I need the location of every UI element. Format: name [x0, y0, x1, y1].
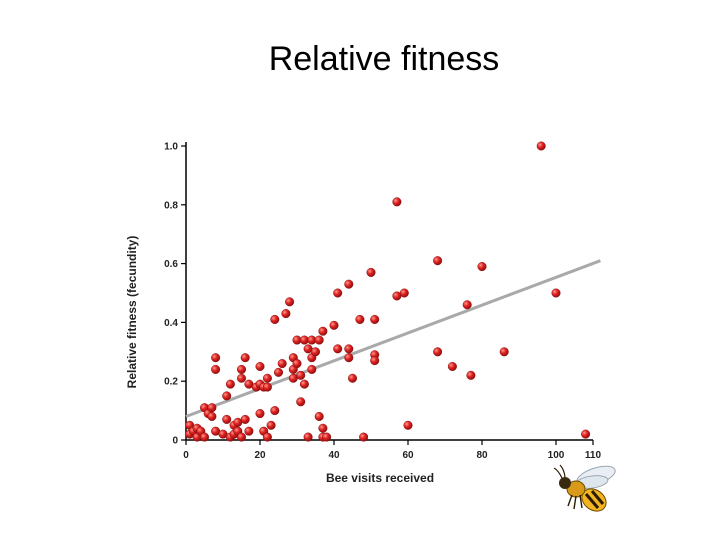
data-point: [255, 362, 265, 372]
data-point: [262, 382, 272, 392]
data-points: [185, 141, 591, 442]
data-point: [477, 262, 487, 272]
x-tick-label: 110: [585, 450, 602, 461]
data-point: [255, 409, 265, 419]
data-point: [296, 370, 306, 380]
y-tick-label: 0.4: [164, 318, 178, 329]
x-tick-label: 0: [183, 450, 189, 461]
data-point: [499, 347, 509, 357]
data-point: [536, 141, 546, 151]
y-tick-label: 0.8: [164, 200, 178, 211]
data-point: [466, 370, 476, 380]
y-tick-label: 0.6: [164, 259, 178, 270]
data-point: [344, 344, 354, 354]
data-point: [403, 420, 413, 430]
data-point: [359, 432, 369, 442]
data-point: [348, 373, 358, 383]
data-point: [240, 414, 250, 424]
data-point: [366, 267, 376, 277]
x-axis-label: Bee visits received: [326, 471, 434, 485]
data-point: [581, 429, 591, 439]
data-point: [355, 314, 365, 324]
data-point: [399, 288, 409, 298]
y-tick-label: 0: [172, 436, 178, 447]
data-point: [266, 420, 276, 430]
data-point: [236, 432, 246, 442]
data-point: [307, 364, 317, 374]
data-point: [303, 432, 313, 442]
data-point: [285, 297, 295, 307]
data-point: [281, 309, 291, 319]
data-point: [551, 288, 561, 298]
data-point: [462, 300, 472, 310]
data-point: [322, 432, 332, 442]
data-point: [270, 406, 280, 416]
data-point: [314, 411, 324, 421]
data-point: [344, 279, 354, 289]
x-tick-label: 40: [328, 450, 340, 461]
data-point: [433, 347, 443, 357]
data-point: [370, 356, 380, 366]
data-point: [244, 426, 254, 436]
y-tick-label: 1.0: [164, 142, 178, 153]
data-point: [262, 432, 272, 442]
data-point: [207, 411, 217, 421]
x-tick-label: 100: [548, 450, 565, 461]
data-point: [314, 335, 324, 345]
data-point: [211, 364, 221, 374]
data-point: [240, 353, 250, 363]
axis-labels: Bee visits received Relative fitness (fe…: [125, 236, 434, 485]
data-point: [211, 353, 221, 363]
data-point: [236, 373, 246, 383]
data-point: [222, 414, 232, 424]
y-tick-label: 0.2: [164, 377, 178, 388]
data-point: [225, 379, 235, 389]
data-point: [199, 432, 209, 442]
data-point: [333, 288, 343, 298]
data-point: [296, 397, 306, 407]
data-point: [277, 359, 287, 369]
data-point: [344, 353, 354, 363]
x-tick-label: 20: [254, 450, 266, 461]
axes: 0 0.2 0.4 0.6 0.8 1.0 0 20 40 60 80 100 110: [164, 142, 601, 462]
data-point: [299, 379, 309, 389]
x-tick-label: 60: [402, 450, 414, 461]
trend-line: [185, 259, 601, 418]
data-point: [222, 391, 232, 401]
bee-icon: [553, 464, 616, 512]
data-point: [318, 423, 328, 433]
y-axis-label: Relative fitness (fecundity): [125, 236, 139, 389]
x-tick-label: 80: [476, 450, 488, 461]
slide-title: Relative fitness: [268, 40, 500, 78]
data-point: [392, 197, 402, 207]
data-point: [236, 364, 246, 374]
data-point: [270, 314, 280, 324]
data-point: [292, 359, 302, 369]
data-point: [333, 344, 343, 354]
trend-line-group: [185, 259, 601, 418]
data-point: [447, 362, 457, 372]
data-point: [329, 320, 339, 330]
data-point: [318, 326, 328, 336]
data-point: [207, 403, 217, 413]
data-point: [370, 314, 380, 324]
data-point: [262, 373, 272, 383]
data-point: [433, 256, 443, 266]
data-point: [274, 367, 284, 377]
data-point: [311, 347, 321, 357]
